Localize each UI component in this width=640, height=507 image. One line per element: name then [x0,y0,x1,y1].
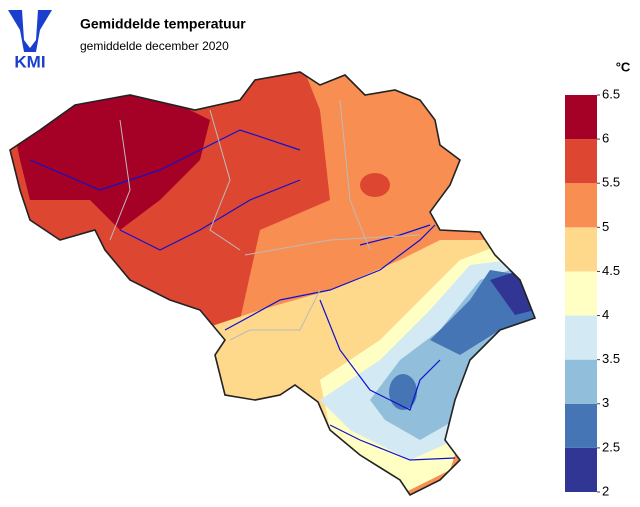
map-zone [389,374,417,410]
logo: KMI [8,10,52,71]
logo-text: KMI [14,52,45,71]
legend-tick-label: 4 [602,307,609,322]
legend-swatch [565,271,597,316]
legend-tick-label: 6 [602,131,609,146]
legend: 2 2.5 3 3.5 4 4.5 5 5.5 6 6.5 [565,86,620,498]
legend-swatch [565,183,597,228]
subtitle: gemiddelde december 2020 [80,39,229,53]
legend-tick-label: 6.5 [602,86,620,101]
legend-swatch [565,139,597,184]
legend-swatch [565,227,597,272]
legend-swatch [565,315,597,360]
map-zone [360,173,390,197]
legend-swatch [565,403,597,448]
legend-swatch [565,359,597,404]
map [10,72,535,495]
legend-tick-label: 5.5 [602,175,620,190]
map-zone [490,272,535,315]
legend-swatch [565,95,597,140]
legend-swatch [565,447,597,492]
legend-tick-label: 3.5 [602,351,620,366]
legend-tick-label: 4.5 [602,263,620,278]
legend-tick-label: 2.5 [602,439,620,454]
legend-unit: °C [616,59,631,74]
borders [109,99,421,341]
rivers [29,129,456,461]
legend-tick-label: 2 [602,483,609,498]
title: Gemiddelde temperatuur [80,16,246,32]
legend-tick-label: 3 [602,395,609,410]
legend-tick-label: 5 [602,219,609,234]
